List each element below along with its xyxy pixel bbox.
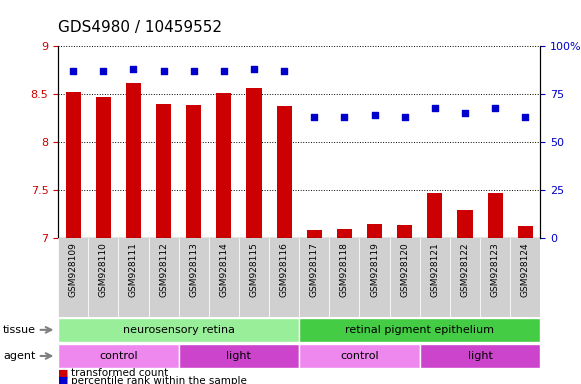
Bar: [58, 318, 299, 342]
Bar: [427, 193, 442, 238]
Text: GSM928117: GSM928117: [310, 242, 319, 297]
Bar: [299, 344, 420, 368]
Bar: [269, 238, 299, 317]
Text: GSM928111: GSM928111: [129, 242, 138, 297]
Text: GSM928116: GSM928116: [279, 242, 289, 297]
Bar: [420, 238, 450, 317]
Point: [249, 66, 259, 72]
Bar: [126, 83, 141, 238]
Text: GSM928119: GSM928119: [370, 242, 379, 297]
Bar: [299, 318, 540, 342]
Bar: [246, 88, 261, 238]
Text: GDS4980 / 10459552: GDS4980 / 10459552: [58, 20, 222, 35]
Text: GSM928115: GSM928115: [249, 242, 259, 297]
Point: [400, 114, 410, 120]
Text: light: light: [227, 351, 252, 361]
Text: GSM928114: GSM928114: [220, 242, 228, 297]
Bar: [480, 238, 510, 317]
Bar: [518, 225, 533, 238]
Point: [189, 68, 198, 74]
Point: [69, 68, 78, 74]
Point: [490, 104, 500, 111]
Bar: [450, 238, 480, 317]
Text: GSM928118: GSM928118: [340, 242, 349, 297]
Text: GSM928110: GSM928110: [99, 242, 108, 297]
Text: control: control: [99, 351, 138, 361]
Bar: [156, 104, 171, 238]
Bar: [216, 93, 231, 238]
Bar: [299, 238, 329, 317]
Text: ■: ■: [58, 376, 69, 384]
Bar: [88, 238, 119, 317]
Bar: [390, 238, 420, 317]
Point: [279, 68, 289, 74]
Bar: [186, 104, 201, 238]
Point: [99, 68, 108, 74]
Text: control: control: [340, 351, 379, 361]
Point: [340, 114, 349, 120]
Bar: [239, 238, 269, 317]
Bar: [337, 229, 352, 238]
Point: [219, 68, 228, 74]
Text: GSM928123: GSM928123: [490, 242, 500, 297]
Text: GSM928112: GSM928112: [159, 242, 168, 297]
Bar: [329, 238, 360, 317]
Bar: [487, 193, 503, 238]
Bar: [58, 238, 88, 317]
Point: [521, 114, 530, 120]
Text: tissue: tissue: [3, 325, 36, 335]
Bar: [367, 223, 382, 238]
Bar: [96, 97, 111, 238]
Bar: [510, 238, 540, 317]
Bar: [397, 225, 413, 238]
Text: GSM928109: GSM928109: [69, 242, 78, 297]
Bar: [307, 230, 322, 238]
Point: [310, 114, 319, 120]
Text: transformed count: transformed count: [71, 368, 168, 378]
Point: [370, 112, 379, 118]
Bar: [149, 238, 179, 317]
Bar: [66, 92, 81, 238]
Bar: [58, 344, 179, 368]
Text: neurosensory retina: neurosensory retina: [123, 325, 235, 335]
Text: ■: ■: [58, 368, 69, 378]
Point: [129, 66, 138, 72]
Text: GSM928113: GSM928113: [189, 242, 198, 297]
Text: percentile rank within the sample: percentile rank within the sample: [71, 376, 247, 384]
Point: [460, 110, 469, 116]
Point: [159, 68, 168, 74]
Bar: [179, 344, 299, 368]
Text: GSM928124: GSM928124: [521, 242, 530, 297]
Text: retinal pigment epithelium: retinal pigment epithelium: [345, 325, 494, 335]
Bar: [119, 238, 149, 317]
Text: GSM928121: GSM928121: [431, 242, 439, 297]
Bar: [209, 238, 239, 317]
Point: [430, 104, 439, 111]
Bar: [420, 344, 540, 368]
Text: GSM928122: GSM928122: [461, 242, 469, 297]
Bar: [179, 238, 209, 317]
Bar: [457, 210, 472, 238]
Bar: [360, 238, 390, 317]
Text: GSM928120: GSM928120: [400, 242, 409, 297]
Text: agent: agent: [3, 351, 35, 361]
Bar: [277, 106, 292, 238]
Text: light: light: [468, 351, 493, 361]
